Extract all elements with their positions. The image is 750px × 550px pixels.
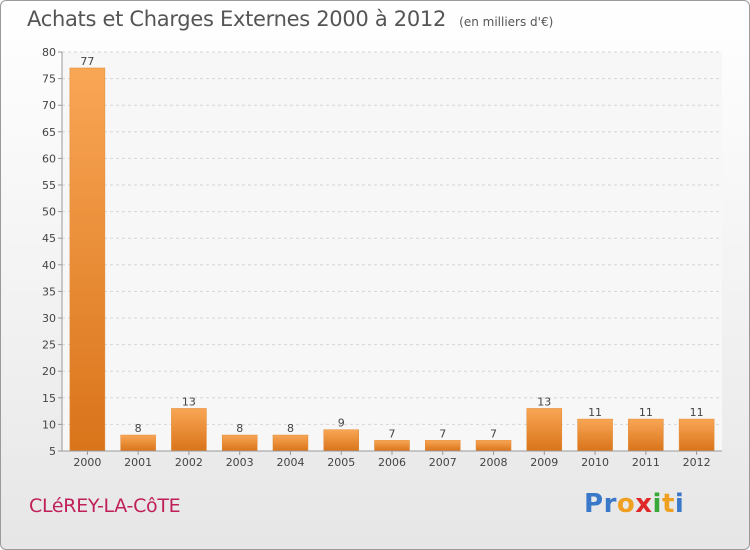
bar-2010 (577, 418, 613, 452)
bar-2002 (171, 408, 207, 452)
bar-2004 (272, 434, 309, 452)
y-tick-label: 40 (42, 259, 56, 272)
bar-2000 (69, 67, 106, 452)
bar-2011 (628, 418, 664, 452)
logo-letter: P (584, 489, 604, 519)
x-tick-label-2000: 2000 (73, 456, 101, 469)
chart-title: Achats et Charges Externes 2000 à 2012 (27, 7, 447, 31)
bar-2012 (678, 418, 715, 452)
x-tick-label-2008: 2008 (480, 456, 508, 469)
data-label-2001: 8 (135, 422, 142, 435)
data-label-2007: 7 (439, 427, 446, 440)
bar-2008 (475, 440, 512, 452)
chart-subtitle: (en milliers d'€) (459, 15, 554, 29)
bar-2009 (526, 408, 563, 452)
y-tick-label: 45 (42, 232, 56, 245)
plot-area (62, 52, 722, 451)
y-tick-label: 75 (42, 73, 56, 86)
y-tick-label: 35 (42, 285, 56, 298)
y-tick-label: 5 (49, 445, 56, 458)
x-tick-label-2004: 2004 (276, 456, 304, 469)
proxiti-logo[interactable]: Proxiti (584, 489, 684, 519)
x-tick-label-2001: 2001 (124, 456, 152, 469)
data-label-2011: 11 (639, 406, 653, 419)
bar-2005 (323, 429, 359, 452)
y-axis: 5 10 15 20 25 30 35 40 45 50 55 60 65 70 75 80 (42, 46, 62, 458)
logo-letter: o (616, 489, 636, 519)
y-tick-label: 30 (42, 312, 56, 325)
title-row: Achats et Charges Externes 2000 à 2012 (… (27, 7, 553, 31)
y-tick-label: 60 (42, 152, 56, 165)
data-label-2002: 13 (182, 395, 196, 408)
bar-2006 (374, 440, 410, 452)
y-tick-label: 20 (42, 365, 56, 378)
data-label-2010: 11 (588, 406, 602, 419)
data-label-2003: 8 (236, 422, 243, 435)
y-tick-label: 10 (42, 418, 56, 431)
x-tick-label-2012: 2012 (683, 456, 711, 469)
y-tick-label: 25 (42, 339, 56, 352)
bar-2001 (120, 434, 156, 452)
x-axis: 2000 2001 2002 2003 2004 2005 2006 2007 2008 2009… (73, 451, 711, 469)
x-tick-label-2002: 2002 (175, 456, 203, 469)
bar-2003 (221, 434, 258, 452)
x-tick-label-2005: 2005 (327, 456, 355, 469)
data-label-2000: 77 (80, 55, 94, 68)
x-tick-label-2007: 2007 (429, 456, 457, 469)
data-label-2012: 11 (690, 406, 704, 419)
y-tick-label: 80 (42, 46, 56, 59)
data-label-2006: 7 (389, 427, 396, 440)
data-label-2004: 8 (287, 422, 294, 435)
bar-2007 (425, 440, 461, 452)
logo-letter: i (652, 489, 662, 519)
logo-letter: i (674, 489, 685, 519)
data-label-2005: 9 (338, 417, 345, 430)
data-label-2009: 13 (537, 395, 551, 408)
data-label-2008: 7 (490, 427, 497, 440)
x-tick-label-2009: 2009 (530, 456, 558, 469)
commune-name: CLéREY-LA-CôTE (29, 495, 181, 517)
y-tick-label: 55 (42, 179, 56, 192)
y-tick-label: 70 (42, 99, 56, 112)
x-tick-label-2011: 2011 (632, 456, 660, 469)
logo-letter: r (603, 489, 617, 519)
x-tick-label-2010: 2010 (581, 456, 609, 469)
y-tick-label: 65 (42, 126, 56, 139)
logo-letter: t (661, 489, 675, 519)
x-tick-label-2003: 2003 (226, 456, 254, 469)
y-tick-label: 50 (42, 206, 56, 219)
logo-letter: x (635, 489, 653, 519)
y-tick-label: 15 (42, 392, 56, 405)
x-tick-label-2006: 2006 (378, 456, 406, 469)
